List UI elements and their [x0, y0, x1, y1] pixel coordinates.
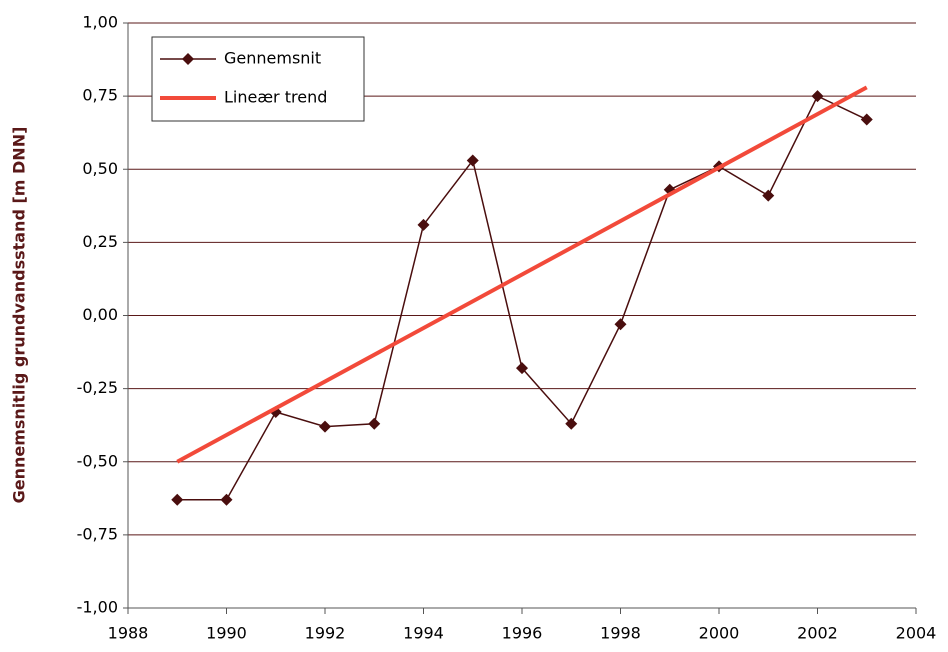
legend-label: Gennemsnit — [224, 49, 321, 68]
x-tick-label: 1994 — [403, 624, 444, 643]
x-tick-label: 2004 — [896, 624, 937, 643]
data-point — [368, 417, 381, 430]
legend-label: Lineær trend — [224, 88, 327, 107]
series-line — [176, 85, 868, 464]
legend-marker — [182, 53, 194, 65]
series-line — [177, 95, 868, 501]
x-tick-label: 1988 — [108, 624, 149, 643]
y-tick-label: 0,75 — [82, 86, 118, 105]
data-point — [516, 362, 528, 375]
data-point — [614, 318, 627, 331]
x-tick-label: 1998 — [600, 624, 641, 643]
y-tick-label: 0,00 — [82, 305, 118, 324]
data-point — [762, 189, 775, 202]
y-axis-label: Gennemsnitlig grundvandsstand [m DNN] — [10, 127, 29, 504]
data-point — [220, 493, 233, 506]
y-tick-label: -0,50 — [77, 451, 118, 470]
data-point — [319, 420, 331, 433]
data-point — [466, 154, 479, 167]
legend-box — [151, 36, 365, 122]
y-tick-label: 1,00 — [82, 13, 118, 32]
data-point — [171, 493, 184, 506]
y-tick-label: -1,00 — [77, 598, 118, 617]
data-point — [565, 417, 578, 430]
x-tick-label: 2000 — [699, 624, 740, 643]
x-tick-label: 1992 — [305, 624, 346, 643]
y-tick-label: 0,25 — [82, 232, 118, 251]
y-tick-label: -0,75 — [77, 524, 118, 543]
data-point — [860, 113, 873, 126]
x-tick-label: 2002 — [797, 624, 838, 643]
y-tick-label: -0,25 — [77, 378, 118, 397]
x-tick-label: 1996 — [502, 624, 543, 643]
data-point — [811, 90, 824, 103]
x-tick-label: 1990 — [206, 624, 247, 643]
y-tick-label: 0,50 — [82, 159, 118, 178]
data-point — [417, 218, 430, 231]
